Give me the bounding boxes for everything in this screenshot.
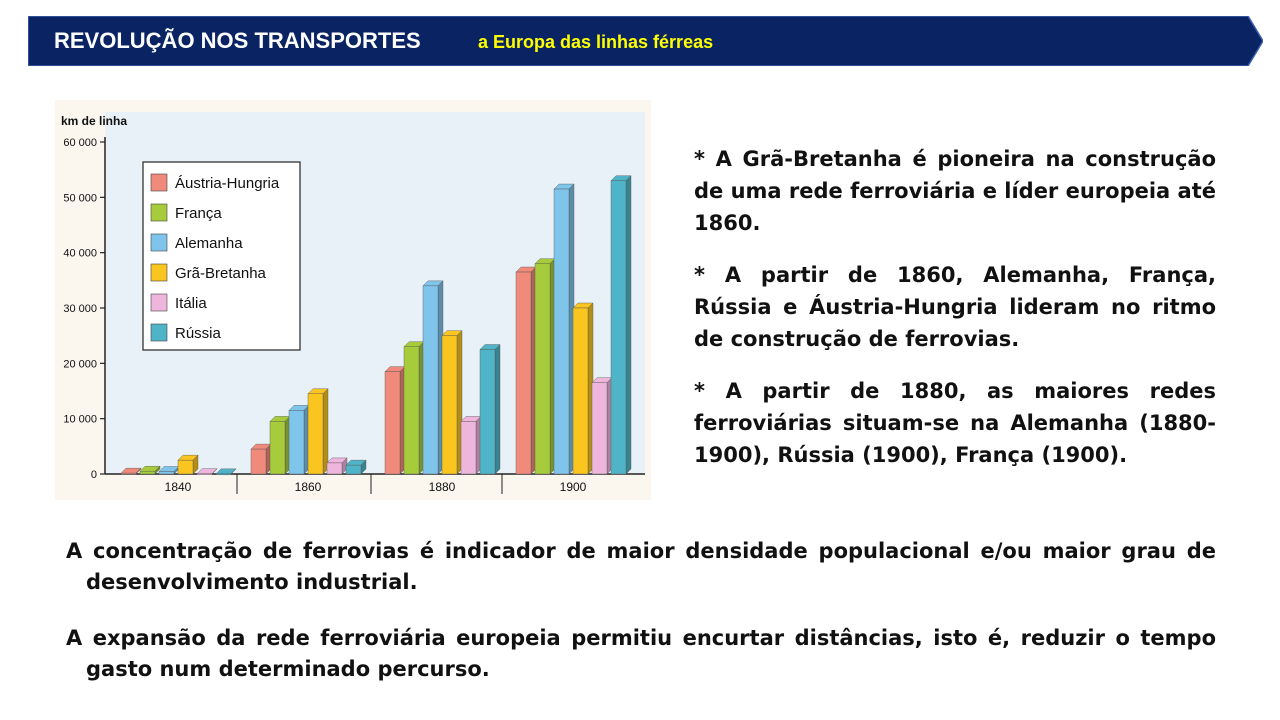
legend-label: Itália (175, 295, 207, 312)
bar (120, 472, 137, 475)
legend-label: Áustria-Hungria (175, 175, 280, 192)
legend-label: Alemanha (175, 235, 243, 252)
x-tick-label: 1860 (295, 480, 322, 494)
x-tick-label: 1900 (560, 480, 587, 494)
legend-label: França (175, 205, 222, 222)
bar-side (494, 344, 501, 475)
legend-box (142, 161, 301, 351)
chart-svg: km de linha 0 10 000 20 000 30 000 40 000 50 0… (55, 100, 651, 500)
bar (610, 180, 627, 475)
legend-swatch (150, 233, 168, 252)
bar (196, 473, 213, 475)
legend-swatch (150, 203, 168, 222)
banner-shape (28, 16, 1263, 66)
bar (326, 462, 343, 475)
bar (460, 421, 477, 475)
legend-swatch (150, 323, 168, 342)
title-banner: REVOLUÇÃO NOS TRANSPORTES a Europa das l… (28, 16, 1263, 66)
page-subtitle: a Europa das linhas férreas (478, 32, 714, 52)
legend-swatch (150, 293, 168, 312)
bar (534, 263, 551, 475)
y-tick-label: 40 000 (63, 248, 97, 260)
bar (215, 473, 232, 476)
x-tick-label: 1840 (165, 480, 192, 494)
bar (307, 393, 324, 475)
legend-swatch (150, 263, 168, 282)
bar (515, 271, 532, 475)
bar (591, 382, 608, 475)
banner-background (28, 16, 1263, 66)
bar (384, 371, 401, 475)
bullet-list: * A Grã-Bretanha é pioneira na construçã… (694, 143, 1216, 491)
paragraph-2: A expansão da rede ferroviária europeia … (66, 623, 1216, 685)
railway-chart: km de linha 0 10 000 20 000 30 000 40 000 50 0… (55, 100, 651, 500)
bar (422, 285, 439, 475)
y-tick-label: 60 000 (63, 137, 97, 149)
bar (572, 307, 589, 475)
y-tick-label: 20 000 (63, 358, 97, 370)
y-tick-label: 50 000 (63, 192, 97, 204)
bar (269, 421, 286, 475)
bullet-item: * A Grã-Bretanha é pioneira na construçã… (694, 147, 1216, 235)
bar (158, 471, 175, 475)
x-tick-label: 1880 (429, 480, 456, 494)
y-tick-label: 0 (91, 469, 97, 481)
y-tick-label: 30 000 (63, 303, 97, 315)
paragraph-1: A concentração de ferrovias é indicador … (66, 536, 1216, 598)
bullet-item: * A partir de 1880, as maiores redes fer… (694, 379, 1216, 467)
paragraph-text: A concentração de ferrovias é indicador … (66, 539, 1216, 594)
bar (553, 188, 570, 475)
bar (479, 349, 496, 475)
paragraph-text: A expansão da rede ferroviária europeia … (66, 626, 1216, 681)
bar (250, 448, 267, 475)
page-title: REVOLUÇÃO NOS TRANSPORTES (54, 28, 421, 53)
bar (177, 459, 194, 475)
bar (441, 335, 458, 475)
legend-swatch (150, 173, 168, 192)
bar-side (625, 175, 632, 475)
bar (139, 471, 156, 475)
bar (345, 464, 362, 475)
legend-label: Grã-Bretanha (175, 265, 267, 282)
bar-side (322, 388, 329, 475)
bullet-item: * A partir de 1860, Alemanha, França, Rú… (694, 263, 1216, 351)
bar (403, 346, 420, 475)
y-axis-label: km de linha (61, 114, 127, 128)
legend-label: Rússia (175, 325, 222, 342)
bar (288, 410, 305, 475)
y-tick-label: 10 000 (63, 414, 97, 426)
